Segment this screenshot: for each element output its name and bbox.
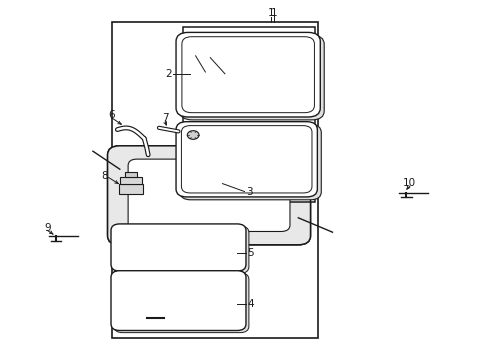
Text: 7: 7 [162,113,168,123]
Bar [119,184,143,194]
Text: 6: 6 [108,110,115,120]
FancyBboxPatch shape [111,224,245,271]
FancyBboxPatch shape [107,146,310,245]
Circle shape [187,131,199,139]
Text: 4: 4 [247,299,254,309]
FancyBboxPatch shape [114,273,248,333]
FancyBboxPatch shape [107,146,310,245]
FancyBboxPatch shape [111,271,245,330]
Text: 3: 3 [245,186,252,197]
Bar [112,22,317,338]
Text: 5: 5 [247,248,254,258]
Text: 1: 1 [270,8,277,18]
Text: 10: 10 [403,178,415,188]
Bar [120,177,142,184]
Text: 9: 9 [44,222,51,233]
FancyBboxPatch shape [176,32,320,117]
FancyBboxPatch shape [180,35,324,120]
Text: 8: 8 [101,171,107,181]
FancyBboxPatch shape [176,122,317,197]
Bar [124,172,137,177]
FancyBboxPatch shape [180,125,321,200]
Text: 1: 1 [267,8,274,18]
Text: 2: 2 [165,69,172,79]
FancyBboxPatch shape [128,159,289,231]
FancyBboxPatch shape [114,226,248,273]
Bar [183,27,315,202]
